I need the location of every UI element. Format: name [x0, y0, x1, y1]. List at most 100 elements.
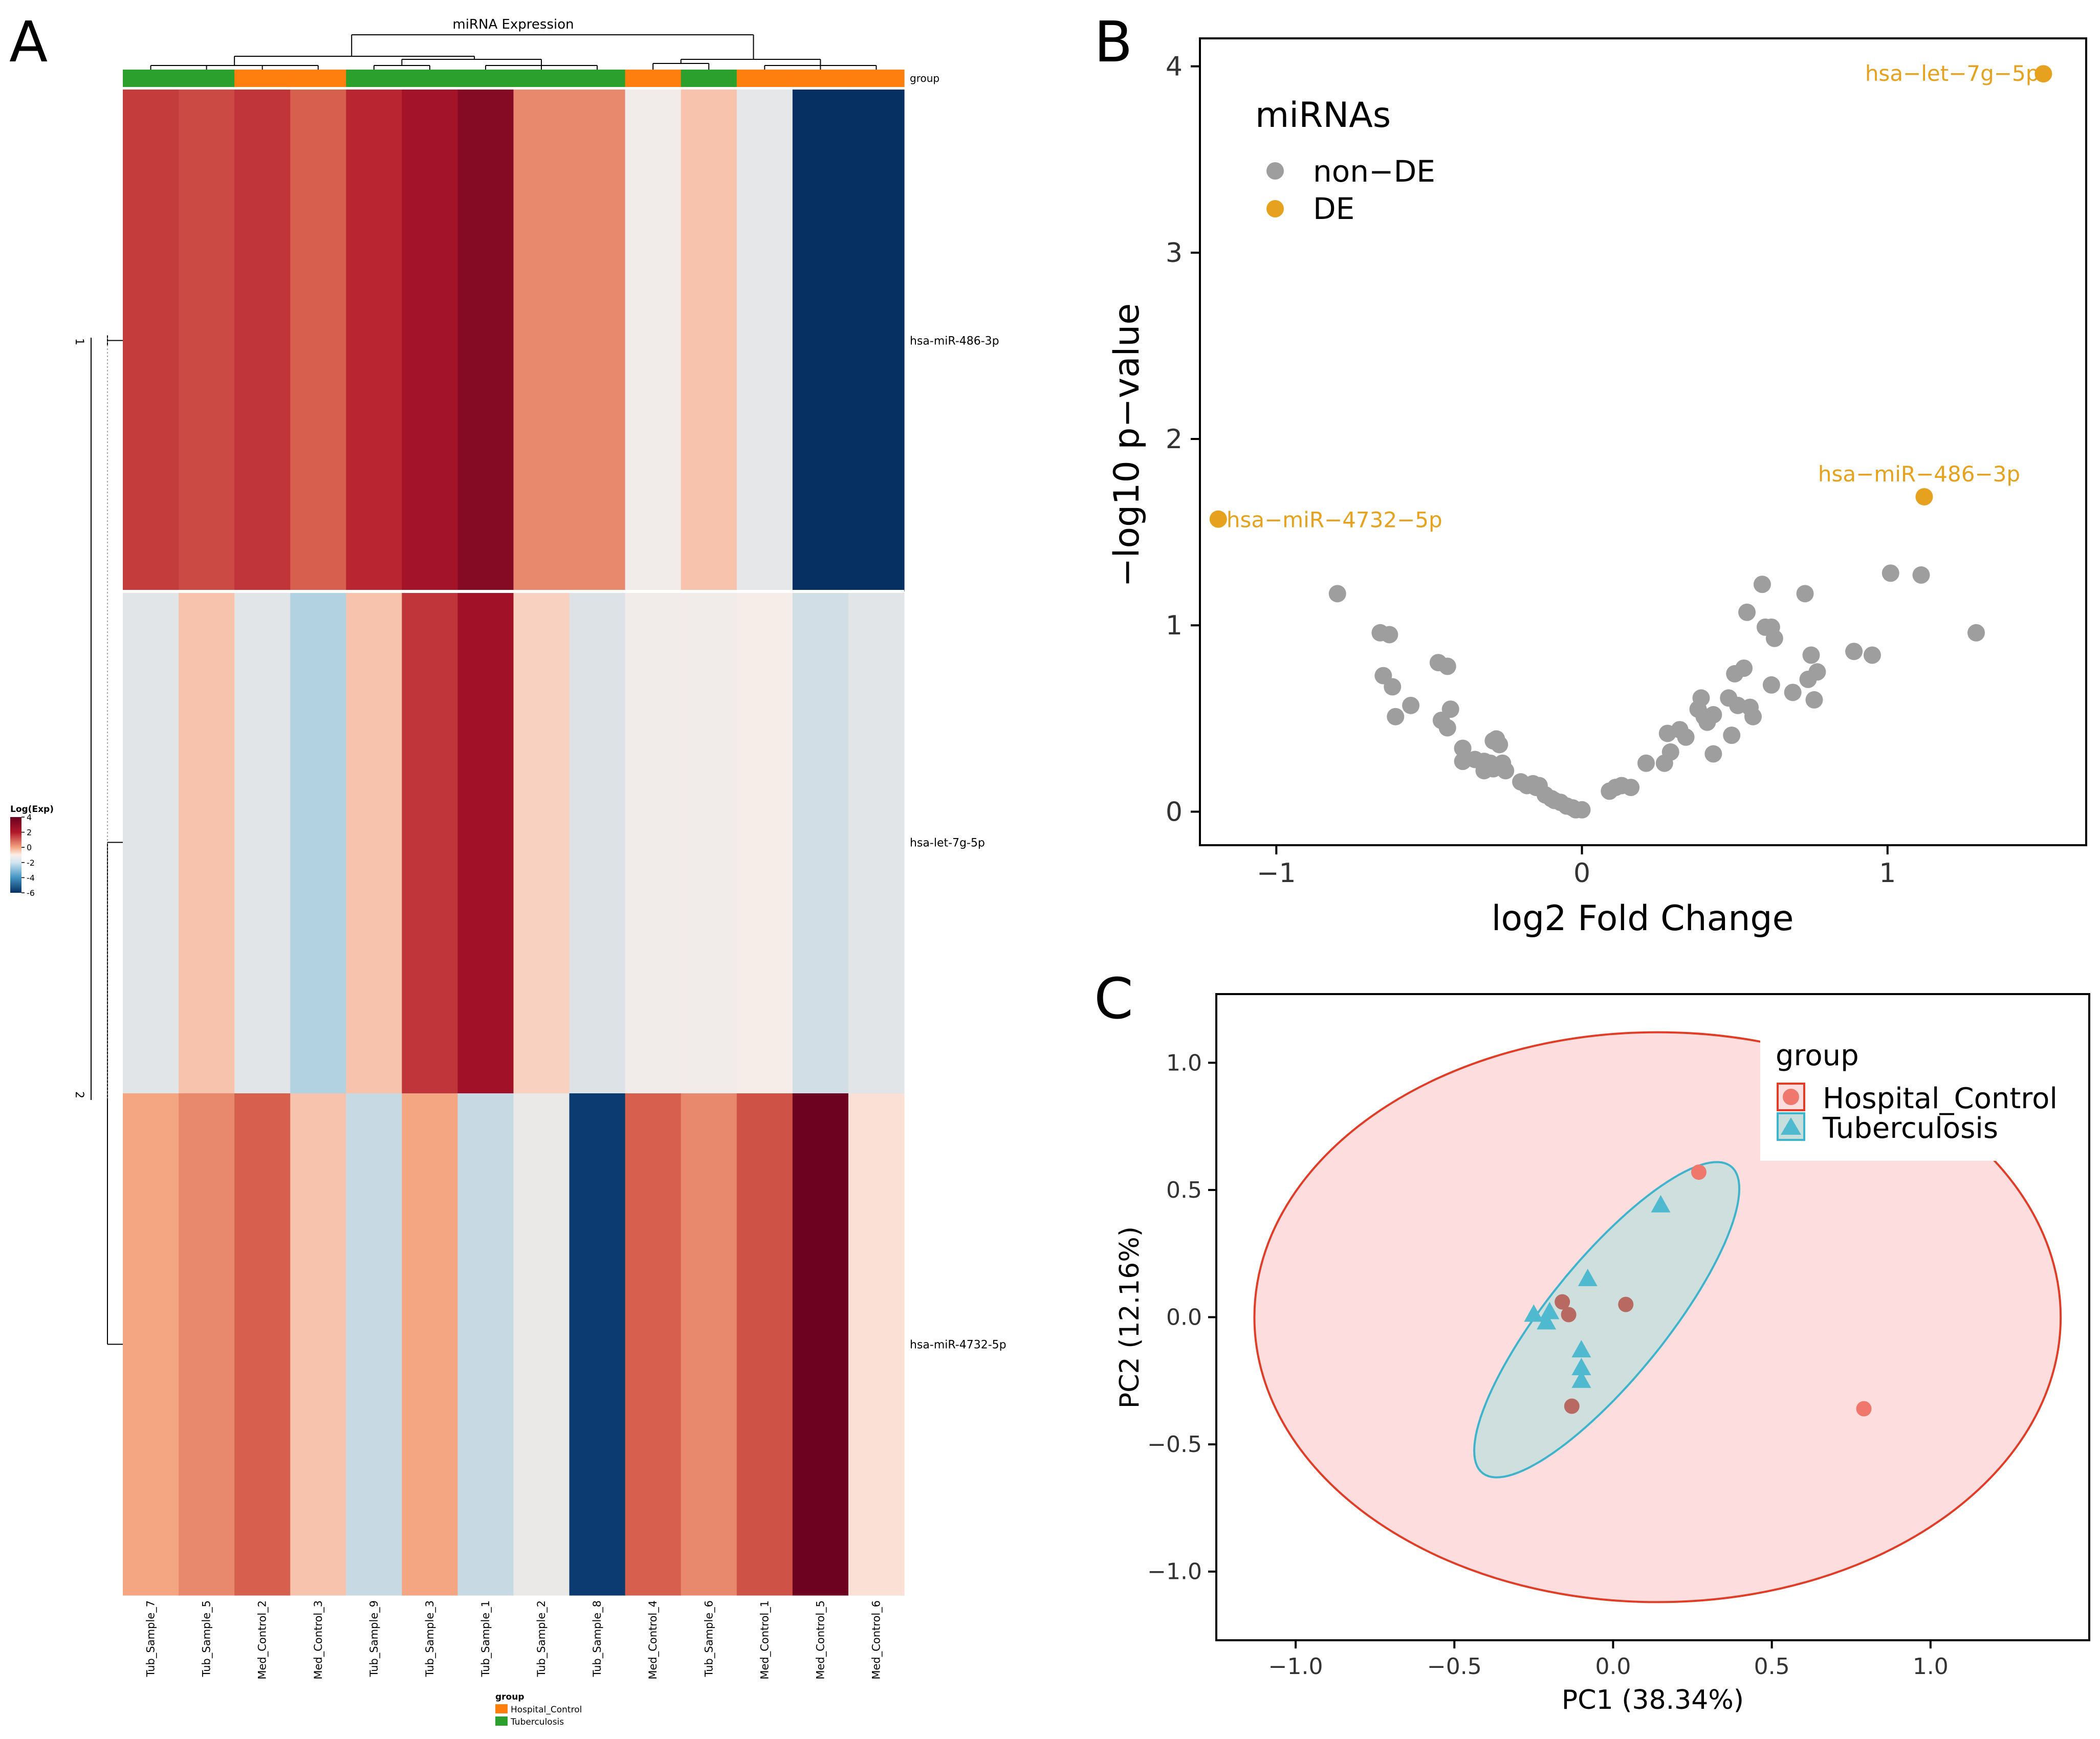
- pca-axis-ticks: −1.0 −0.5 0.0 0.5 1.0 1.0 0.5 0.0 −0.5 −1.0: [1147, 1050, 1949, 1680]
- volcano-point-non-de: [1692, 689, 1710, 707]
- heatmap-column-label: Med_Control_4: [647, 1600, 660, 1680]
- group-annotation-bar: [123, 70, 905, 87]
- expression-legend: Log(Exp) 4 2 0 -2 -4 -6: [10, 804, 54, 898]
- pca-legend-key-hospital: [1783, 1089, 1799, 1105]
- heatmap-cell: [457, 90, 514, 592]
- volcano-point-non-de: [1784, 684, 1802, 701]
- heatmap-column-label: Tub_Sample_8: [591, 1600, 604, 1677]
- row-dendrogram: [91, 335, 123, 1345]
- heatmap-cell: [848, 90, 905, 592]
- volcano-point-non-de: [1845, 643, 1863, 661]
- heatmap-cell: [179, 591, 235, 1094]
- heatmap-cell: [402, 90, 458, 592]
- heatmap-cell: [513, 1093, 570, 1596]
- pca-point-hospital: [1618, 1296, 1634, 1312]
- volcano-axis-ticks: −1 0 1 0 1 2 3 4: [1166, 52, 1896, 889]
- pca-point-tuberculosis: [1537, 1312, 1557, 1330]
- heatmap-cell: [625, 1093, 682, 1596]
- group-legend-label-tuberculosis: Tuberculosis: [510, 1717, 564, 1727]
- group-legend-label-hospital: Hospital_Control: [511, 1705, 582, 1715]
- expression-legend-tick-label: 4: [27, 812, 32, 822]
- pca-point-tuberculosis: [1651, 1195, 1671, 1213]
- pca-point-hospital: [1856, 1401, 1872, 1417]
- heatmap-cell: [234, 1093, 291, 1596]
- heatmap-column-label: Tub_Sample_3: [424, 1600, 436, 1677]
- group-legend-swatch-hospital: [495, 1704, 508, 1713]
- group-annotation-cell: [625, 70, 682, 87]
- group-annotation-cell: [681, 70, 737, 87]
- volcano-point-non-de: [1882, 564, 1899, 582]
- pca-point-tuberculosis: [1571, 1370, 1591, 1388]
- pca-points: [1524, 1164, 1872, 1417]
- group-annotation-cell: [346, 70, 402, 87]
- volcano-point-non-de: [1796, 585, 1814, 603]
- group-annotation-cell: [792, 70, 849, 87]
- volcano-legend-label-de: DE: [1313, 191, 1354, 226]
- heatmap-column-label: Tub_Sample_7: [145, 1600, 158, 1677]
- volcano-point-non-de: [1475, 762, 1493, 780]
- volcano-y-axis-title: −log10 p−value: [1107, 303, 1147, 587]
- heatmap-cell: [346, 90, 402, 592]
- heatmap-column-label: Med_Control_5: [814, 1600, 827, 1680]
- heatmap-cell: [681, 591, 737, 1094]
- heatmap-row-label: hsa-let-7g-5p: [910, 837, 985, 850]
- volcano-point-non-de: [1808, 663, 1826, 681]
- volcano-y-tick-label: 1: [1166, 610, 1183, 641]
- heatmap-cell: [625, 90, 682, 592]
- volcano-point-non-de: [1967, 624, 1985, 642]
- heatmap-cell: [402, 591, 458, 1094]
- volcano-y-tick-label: 2: [1166, 424, 1183, 455]
- heatmap-column-label: Tub_Sample_6: [703, 1600, 715, 1677]
- pca-point-tuberculosis: [1571, 1357, 1591, 1375]
- heatmap-cell: [290, 1093, 346, 1596]
- group-annotation-cell: [123, 70, 179, 87]
- volcano-point-non-de: [1381, 626, 1398, 644]
- volcano-annotations: hsa−let−7g−5p hsa−miR−486−3p hsa−miR−4732−…: [1227, 61, 2040, 532]
- heatmap-cell: [179, 90, 235, 592]
- volcano-annotation: hsa−let−7g−5p: [1865, 61, 2040, 86]
- heatmap-column-label: Tub_Sample_1: [479, 1600, 492, 1677]
- volcano-point-non-de: [1402, 696, 1420, 714]
- pca-legend: group Hospital_Control Tuberculosis: [1760, 1027, 2067, 1161]
- column-dendrogram: [150, 34, 877, 70]
- expression-legend-tick-label: 0: [27, 843, 32, 852]
- pca-y-axis-title: PC2 (12.16%): [1114, 1226, 1145, 1408]
- volcano-point-non-de: [1723, 727, 1741, 744]
- heatmap-cell: [123, 1093, 179, 1596]
- volcano-point-de: [2035, 65, 2052, 83]
- group-annotation-label: group: [910, 72, 939, 84]
- heatmap-cell: [848, 1093, 905, 1596]
- heatmap-cell: [457, 591, 514, 1094]
- heatmap-column-label: Med_Control_6: [870, 1600, 883, 1680]
- heatmap-cell: [848, 591, 905, 1094]
- expression-legend-colorbar: [10, 817, 21, 893]
- heatmap-row-label: hsa-miR-486-3p: [910, 335, 999, 348]
- heatmap-cell: [513, 90, 570, 592]
- volcano-legend-title: miRNAs: [1255, 95, 1391, 136]
- expression-legend-ticks: 4 2 0 -2 -4 -6: [21, 812, 35, 898]
- pca-x-tick-label: 0.5: [1754, 1654, 1790, 1680]
- heatmap-cell: [290, 90, 346, 592]
- pca-point-tuberculosis: [1540, 1302, 1560, 1319]
- heatmap-cell: [346, 591, 402, 1094]
- pca-point-tuberculosis: [1578, 1268, 1598, 1286]
- heatmap-column-label: Tub_Sample_2: [535, 1600, 548, 1677]
- volcano-point-non-de: [1704, 745, 1722, 763]
- volcano-x-tick-label: 1: [1879, 858, 1896, 889]
- volcano-point-non-de: [1384, 678, 1402, 696]
- pca-legend-key-tuberculosis: [1781, 1117, 1801, 1135]
- volcano-y-tick-label: 3: [1166, 238, 1183, 269]
- volcano-x-tick-label: 0: [1573, 858, 1590, 889]
- group-annotation-cell: [402, 70, 458, 87]
- volcano-legend-label-non-de: non−DE: [1313, 154, 1435, 189]
- group-annotation-cell: [179, 70, 235, 87]
- heatmap-row-label: hsa-miR-4732-5p: [910, 1339, 1007, 1352]
- volcano-point-non-de: [1438, 657, 1456, 675]
- heatmap-cell: [625, 591, 682, 1094]
- pca-x-tick-label: −0.5: [1427, 1654, 1482, 1680]
- heatmap-cells: [123, 90, 905, 1596]
- group-annotation-cell: [848, 70, 905, 87]
- pca-ellipse-tuberculosis: [1473, 1161, 1741, 1479]
